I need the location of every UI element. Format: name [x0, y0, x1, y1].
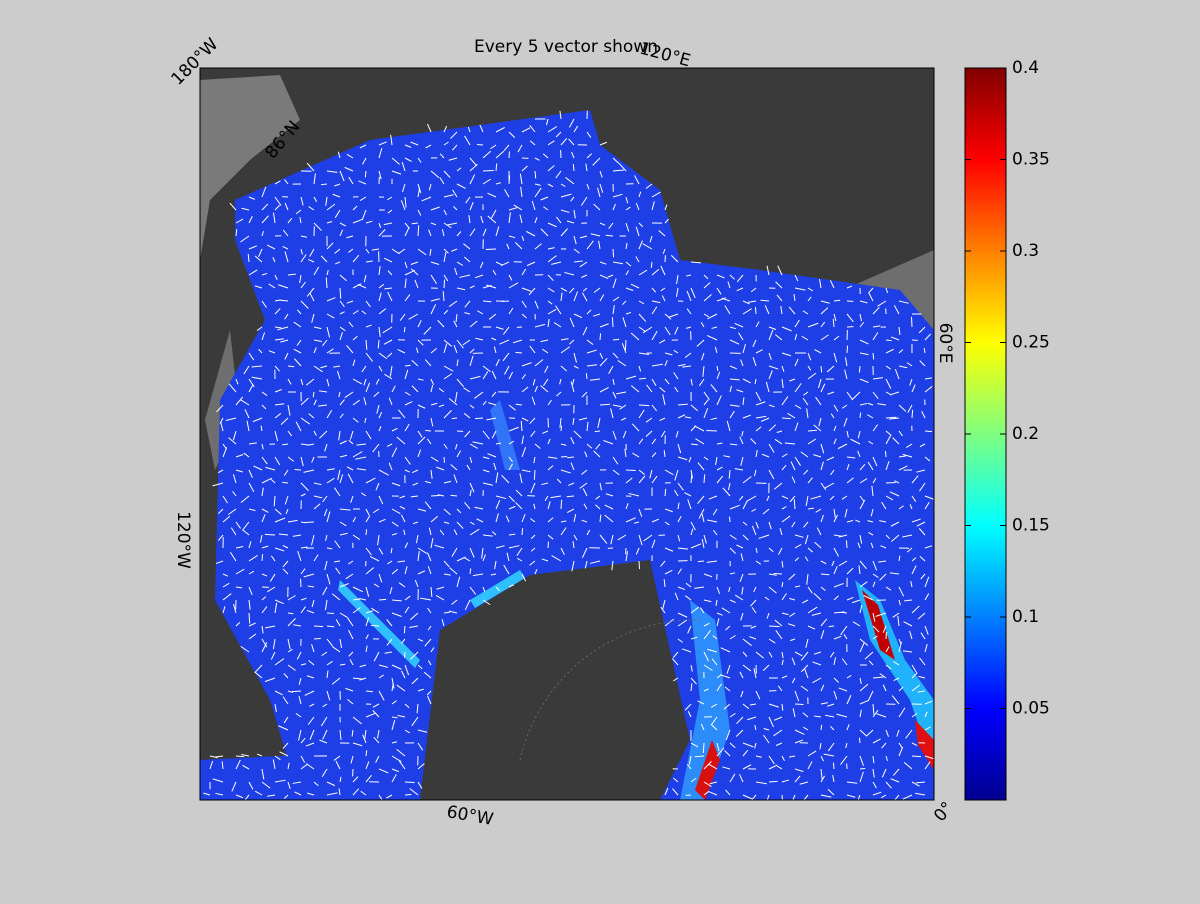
vector [573, 164, 574, 171]
vector [873, 353, 874, 360]
vector [626, 470, 636, 471]
colorbar-tick-label: 0.35 [1012, 150, 1050, 170]
vector [769, 781, 778, 782]
graticule-label: 60°E [935, 323, 955, 364]
vector [695, 756, 704, 757]
vector [698, 561, 704, 562]
vector [288, 366, 294, 367]
vector [846, 540, 847, 548]
map [200, 68, 935, 804]
vector [829, 626, 834, 627]
vector [314, 638, 321, 639]
colorbar [965, 68, 1006, 800]
vector [452, 418, 457, 419]
vector [326, 277, 327, 288]
vector [477, 144, 483, 145]
vector [886, 482, 896, 483]
colorbar-tick-label: 0.25 [1012, 333, 1050, 353]
vector [561, 500, 562, 509]
vector [639, 561, 640, 569]
vector [292, 691, 301, 692]
vector [912, 410, 913, 418]
vector [704, 474, 705, 483]
graticule-label: 120°W [173, 511, 193, 569]
vector [782, 418, 791, 419]
colorbar-tick-label: 0.4 [1012, 58, 1039, 78]
vector [425, 430, 431, 431]
vector [404, 626, 405, 633]
vector [600, 333, 601, 340]
vector [470, 568, 471, 574]
colorbar-tick-label: 0.1 [1012, 607, 1039, 627]
vector [561, 426, 562, 431]
vector [366, 529, 367, 535]
vector [885, 451, 886, 457]
vector [912, 756, 921, 757]
vector [265, 534, 275, 535]
vector [860, 768, 865, 769]
vector [859, 366, 860, 373]
vector [534, 470, 535, 480]
vector [405, 782, 415, 783]
colorbar-tick-label: 0.15 [1012, 516, 1050, 536]
vector [769, 626, 780, 627]
vector [294, 469, 301, 470]
vector [404, 327, 405, 332]
vector [535, 171, 536, 178]
vector [262, 554, 263, 561]
vector [613, 339, 619, 340]
vector [567, 496, 574, 497]
colorbar-tick-label: 0.3 [1012, 241, 1039, 261]
vector [496, 164, 497, 171]
vector [859, 738, 860, 743]
vector [833, 763, 834, 769]
vector [847, 346, 848, 353]
vector [925, 431, 932, 432]
vector [405, 794, 411, 795]
ocean [200, 755, 300, 800]
title: Every 5 vector shown [474, 37, 658, 57]
vector [365, 171, 366, 177]
vector [561, 456, 567, 457]
vector [612, 317, 613, 327]
vector [841, 612, 847, 613]
vector [886, 340, 892, 341]
vector [444, 280, 445, 288]
vector [314, 626, 323, 627]
colorbar-tick-label: 0.05 [1012, 699, 1050, 719]
vector [821, 725, 822, 730]
vector [586, 373, 587, 379]
vector [625, 340, 626, 350]
vector [665, 489, 666, 496]
vector [282, 482, 288, 483]
vector [613, 249, 614, 257]
vector [371, 625, 379, 626]
vector [522, 528, 523, 535]
vector [509, 175, 510, 184]
vector [379, 599, 386, 600]
vector [703, 743, 704, 753]
vector [236, 756, 244, 757]
colorbar-tick-label: 0.2 [1012, 424, 1039, 444]
vector [595, 431, 600, 432]
vector [639, 405, 649, 406]
vector [321, 184, 327, 185]
vector [860, 413, 861, 418]
vector [755, 307, 756, 314]
vector [821, 366, 822, 372]
vector [515, 352, 522, 353]
vector [475, 418, 483, 419]
